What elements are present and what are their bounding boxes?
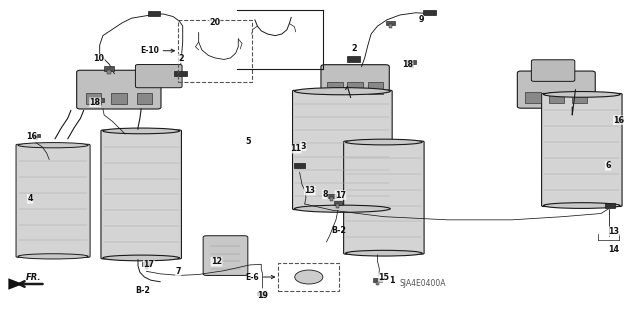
Text: 3: 3 (301, 142, 306, 151)
Text: B-2: B-2 (136, 286, 150, 295)
Bar (348, 56, 360, 62)
Text: B-2: B-2 (332, 226, 347, 234)
Bar (388, 24, 392, 28)
Bar (330, 197, 333, 201)
Text: 7: 7 (175, 267, 181, 276)
Text: 14: 14 (608, 245, 620, 254)
Text: 12: 12 (211, 257, 222, 266)
Text: 2: 2 (178, 54, 184, 63)
Bar (137, 93, 152, 104)
Bar (348, 83, 363, 93)
FancyBboxPatch shape (136, 64, 182, 88)
Bar (327, 194, 336, 197)
Ellipse shape (346, 250, 422, 256)
Text: 17: 17 (143, 260, 154, 270)
Text: E-6: E-6 (246, 272, 259, 281)
Ellipse shape (18, 254, 88, 259)
Bar (373, 278, 381, 282)
Text: 1: 1 (389, 276, 395, 285)
Text: FR.: FR. (26, 273, 42, 282)
Bar (294, 163, 305, 168)
Bar (525, 92, 541, 103)
FancyBboxPatch shape (531, 60, 575, 81)
FancyBboxPatch shape (321, 65, 389, 99)
Text: 13: 13 (608, 227, 620, 236)
Bar (376, 282, 379, 285)
Ellipse shape (103, 255, 179, 261)
Bar (178, 20, 252, 82)
Bar (257, 292, 266, 295)
FancyBboxPatch shape (77, 70, 161, 109)
Bar (145, 266, 148, 269)
Text: E-10: E-10 (140, 46, 159, 55)
Bar (86, 93, 101, 104)
Bar (95, 98, 104, 102)
Bar (98, 102, 101, 106)
Text: 13: 13 (304, 186, 316, 195)
Text: 8: 8 (323, 190, 328, 199)
Bar (327, 83, 342, 93)
Bar (605, 203, 615, 208)
Text: 5: 5 (246, 137, 252, 145)
Bar (368, 83, 383, 93)
FancyBboxPatch shape (101, 130, 181, 259)
Text: 18: 18 (90, 98, 100, 107)
FancyBboxPatch shape (16, 144, 90, 257)
Bar (424, 10, 436, 15)
Bar (35, 137, 37, 140)
Bar (141, 262, 151, 266)
Text: 11: 11 (290, 144, 301, 153)
Bar (148, 11, 160, 16)
Bar (548, 92, 564, 103)
Text: 19: 19 (257, 291, 268, 300)
Bar (410, 64, 413, 68)
Text: 18: 18 (402, 60, 413, 69)
Text: 6: 6 (605, 161, 611, 170)
FancyBboxPatch shape (541, 93, 622, 206)
Circle shape (295, 270, 323, 284)
Ellipse shape (543, 92, 620, 97)
FancyBboxPatch shape (344, 141, 424, 254)
FancyArrowPatch shape (19, 281, 43, 287)
Text: 17: 17 (335, 190, 346, 200)
Text: 2: 2 (351, 44, 357, 54)
Bar (111, 93, 127, 104)
FancyBboxPatch shape (292, 90, 392, 210)
Text: 10: 10 (93, 54, 104, 63)
Text: 15: 15 (378, 273, 389, 282)
Bar (278, 263, 339, 291)
Text: 9: 9 (418, 15, 424, 24)
Ellipse shape (294, 205, 390, 212)
Text: 20: 20 (209, 19, 220, 27)
Ellipse shape (543, 203, 620, 208)
Bar (174, 70, 187, 76)
Bar (337, 204, 339, 208)
Bar (108, 70, 111, 74)
Text: 16: 16 (613, 115, 625, 125)
Bar (572, 92, 588, 103)
Ellipse shape (346, 139, 422, 145)
Bar (386, 20, 395, 25)
Ellipse shape (103, 128, 179, 134)
Text: SJA4E0400A: SJA4E0400A (400, 279, 446, 288)
Ellipse shape (294, 88, 390, 95)
Bar (260, 295, 263, 299)
Ellipse shape (18, 143, 88, 148)
Bar (615, 118, 623, 122)
Polygon shape (8, 278, 23, 290)
Bar (334, 201, 342, 204)
FancyBboxPatch shape (203, 236, 248, 275)
Bar (104, 66, 115, 70)
Bar (618, 121, 620, 124)
Text: 16: 16 (26, 132, 37, 141)
FancyBboxPatch shape (517, 71, 595, 108)
Bar (32, 134, 40, 137)
Bar (407, 60, 416, 64)
Text: 4: 4 (28, 194, 33, 204)
